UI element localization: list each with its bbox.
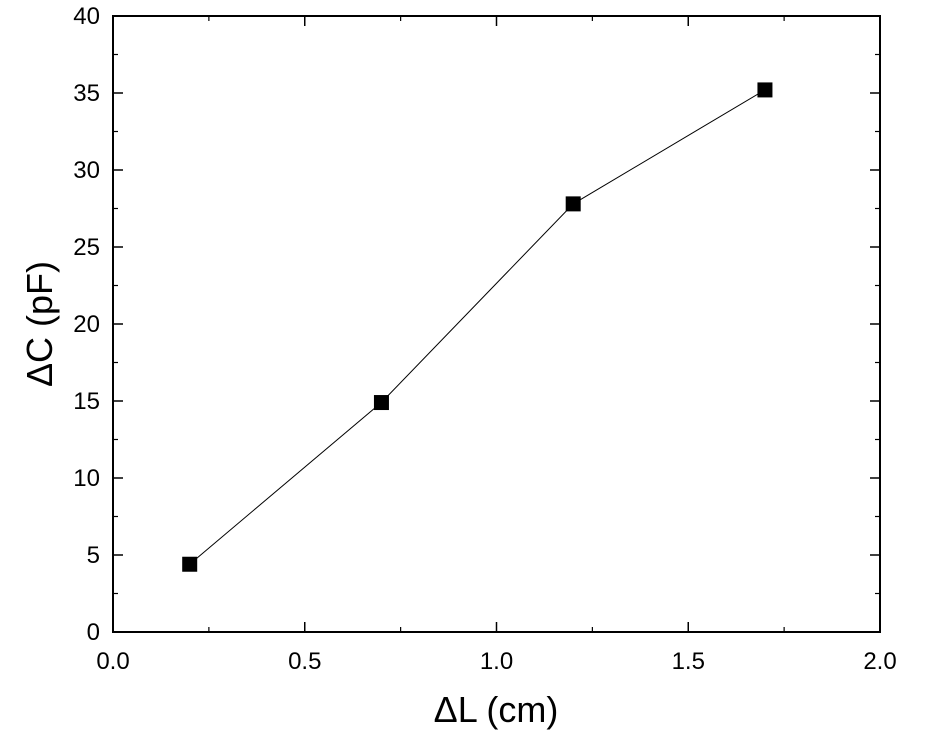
x-tick-label: 2.0: [863, 648, 896, 675]
y-tick-label: 10: [73, 465, 100, 492]
data-point-marker: [565, 196, 581, 212]
y-tick-label: 20: [73, 311, 100, 338]
x-tick-label: 1.5: [672, 648, 705, 675]
y-axis-tick-labels: 0 5 10 15 20 25 30 35 40: [73, 3, 100, 646]
y-tick-label: 15: [73, 388, 100, 415]
plot-frame: [112, 15, 881, 633]
x-tick-label: 0.0: [96, 648, 129, 675]
y-axis-title: ΔC (pF): [19, 261, 60, 387]
y-tick-label: 40: [73, 3, 100, 30]
y-axis-ticks: [113, 15, 880, 633]
y-tick-label: 30: [73, 157, 100, 184]
y-tick-label: 25: [73, 234, 100, 261]
y-tick-label: 0: [87, 619, 100, 646]
data-point-marker: [182, 556, 198, 572]
x-tick-label: 1.0: [480, 648, 513, 675]
data-point-marker: [757, 82, 773, 98]
x-axis-title: ΔL (cm): [434, 689, 559, 730]
series-layer: [182, 82, 773, 572]
y-tick-label: 5: [87, 542, 100, 569]
x-axis-ticks: [112, 16, 881, 632]
y-tick-label: 35: [73, 80, 100, 107]
x-tick-label: 0.5: [288, 648, 321, 675]
series-line: [189, 89, 766, 565]
data-point-marker: [373, 395, 389, 411]
x-axis-tick-labels: 0.0 0.5 1.0 1.5 2.0: [96, 648, 896, 675]
